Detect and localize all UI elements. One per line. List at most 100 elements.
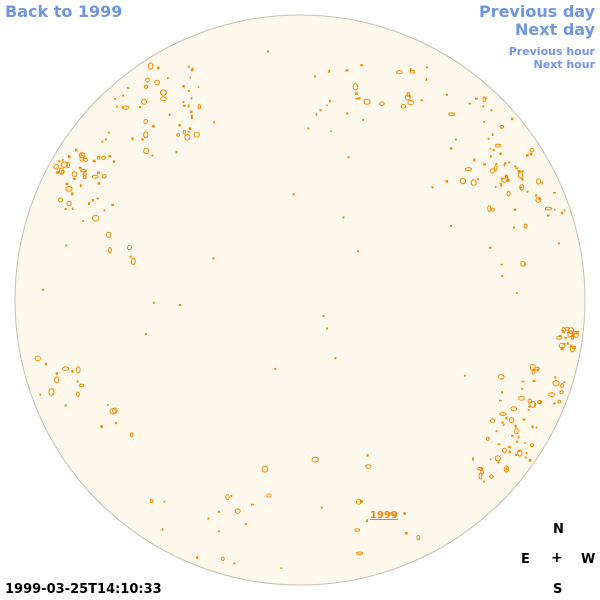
feature-mark (54, 376, 59, 384)
feature-mark (509, 417, 515, 424)
feature-mark (431, 186, 434, 189)
back-to-year-link[interactable]: Back to 1999 (5, 2, 123, 21)
feature-mark (79, 383, 85, 388)
feature-mark (518, 395, 525, 401)
feature-mark (143, 147, 150, 155)
solar-disk (14, 14, 586, 586)
feature-mark (187, 104, 190, 108)
feature-mark (532, 379, 536, 382)
feature-mark (225, 494, 230, 501)
feature-mark (558, 342, 566, 349)
feature-mark (509, 446, 511, 449)
feature-mark (523, 223, 528, 229)
feature-mark (483, 163, 486, 166)
feature-mark (329, 99, 331, 103)
feature-mark (570, 344, 572, 348)
feature-mark (521, 380, 525, 383)
feature-mark (529, 152, 533, 156)
next-hour-link[interactable]: Next hour (533, 58, 596, 71)
feature-mark (144, 333, 147, 336)
feature-mark (528, 406, 531, 408)
feature-mark (71, 192, 74, 196)
feature-mark (92, 214, 100, 222)
feature-mark (66, 200, 72, 207)
feature-mark (342, 216, 345, 219)
feature-mark (533, 403, 536, 406)
feature-mark (511, 117, 514, 121)
feature-mark (490, 109, 493, 112)
feature-mark (189, 76, 192, 79)
feature-mark (48, 388, 55, 396)
feature-mark (507, 179, 510, 182)
feature-mark (544, 206, 553, 211)
feature-mark (404, 94, 411, 101)
feature-mark (525, 154, 529, 157)
feature-mark (568, 327, 575, 335)
feature-mark (175, 150, 178, 154)
feature-mark (91, 174, 99, 179)
feature-mark (475, 97, 478, 100)
compass-south-label: S (553, 582, 563, 597)
feature-mark (510, 406, 518, 412)
feature-mark (267, 50, 269, 53)
feature-mark (66, 162, 71, 169)
feature-mark (564, 337, 568, 339)
feature-mark (75, 366, 81, 374)
feature-mark (157, 66, 160, 70)
feature-mark (187, 65, 190, 68)
feature-mark (497, 461, 500, 464)
feature-mark (346, 112, 349, 115)
feature-mark (347, 156, 350, 159)
feature-mark (501, 391, 503, 394)
feature-mark (499, 152, 502, 155)
feature-mark (396, 70, 403, 75)
feature-mark (514, 165, 517, 168)
feature-mark (508, 445, 510, 448)
feature-mark (404, 532, 408, 535)
feature-mark (508, 161, 511, 164)
feature-mark (473, 158, 476, 162)
feature-mark (315, 113, 318, 116)
feature-mark (266, 493, 272, 498)
feature-mark (537, 400, 543, 404)
previous-hour-link[interactable]: Previous hour (508, 45, 595, 58)
feature-mark (109, 408, 117, 415)
feature-mark (567, 331, 569, 334)
feature-mark (403, 512, 406, 515)
year-marker-link[interactable]: 1999 (370, 510, 398, 521)
feature-mark (560, 348, 564, 351)
feature-mark (116, 105, 119, 108)
feature-mark (530, 443, 534, 448)
feature-mark (526, 190, 529, 193)
feature-mark (507, 178, 509, 180)
feature-mark (334, 357, 337, 360)
feature-mark (553, 402, 556, 405)
feature-mark (448, 112, 456, 116)
feature-mark (562, 329, 564, 332)
next-day-link[interactable]: Next day (515, 20, 595, 39)
feature-mark (149, 499, 154, 504)
feature-mark (314, 75, 317, 78)
feature-mark (528, 458, 532, 462)
feature-mark (67, 155, 71, 159)
feature-mark (505, 175, 509, 178)
feature-mark (464, 167, 473, 172)
feature-mark (559, 334, 562, 337)
feature-mark (406, 92, 411, 97)
feature-mark (115, 421, 118, 425)
feature-mark (190, 68, 193, 72)
feature-mark (113, 160, 115, 164)
feature-mark (143, 131, 149, 139)
feature-mark (468, 102, 472, 105)
feature-mark (161, 528, 164, 531)
feature-mark (107, 131, 110, 134)
feature-mark (559, 390, 564, 395)
feature-mark (497, 443, 501, 446)
previous-day-link[interactable]: Previous day (478, 2, 595, 21)
feature-mark (515, 292, 518, 295)
feature-mark (292, 193, 295, 196)
feature-mark (322, 314, 325, 317)
feature-mark (82, 172, 87, 177)
feature-mark (274, 367, 277, 370)
feature-mark (494, 455, 501, 462)
